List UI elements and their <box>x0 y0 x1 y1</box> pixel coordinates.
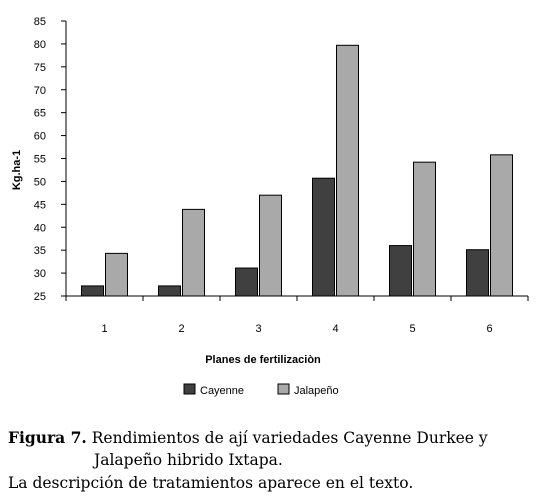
y-axis: 25 30 35 40 45 50 55 60 65 70 75 80 85 <box>34 16 67 303</box>
bar-jalapeno-1 <box>105 252 128 297</box>
y-tick-label: 35 <box>34 245 46 257</box>
bar-cayenne-5 <box>389 245 412 297</box>
y-tick-label: 30 <box>34 268 46 280</box>
y-tick-label: 80 <box>34 39 46 51</box>
bar-cayenne-4 <box>312 177 335 297</box>
figure-caption-title: Rendimientos de ají variedades Cayenne D… <box>86 429 488 447</box>
bar-jalapeno-2 <box>182 208 205 297</box>
y-axis-title: Kg.ha-1 <box>11 150 23 190</box>
bars <box>81 44 513 297</box>
y-tick-label: 65 <box>34 108 46 120</box>
x-axis-title: Planes de fertilizaciòn <box>205 354 321 366</box>
y-tick-label: 50 <box>34 176 46 188</box>
y-tick-label: 25 <box>34 291 46 303</box>
figure-caption-line-1: Figura 7. Rendimientos de ají variedades… <box>8 428 488 447</box>
legend-swatch-cayenne <box>183 383 196 395</box>
bar-cayenne-3 <box>235 267 258 297</box>
x-tick-label: 2 <box>178 323 184 335</box>
legend-swatch-jalapeno <box>277 383 290 395</box>
legend-label-jalapeno: Jalapeño <box>294 385 339 397</box>
y-tick-label: 75 <box>34 62 46 74</box>
bar-jalapeno-3 <box>259 194 282 297</box>
bar-jalapeno-6 <box>490 154 513 297</box>
x-tick-label: 6 <box>486 323 492 335</box>
bar-cayenne-2 <box>158 285 181 297</box>
y-tick-label: 45 <box>34 199 46 211</box>
x-tick-label: 4 <box>332 323 338 335</box>
y-tick-label: 55 <box>34 154 46 166</box>
x-axis: 1 2 3 4 5 6 <box>65 295 529 335</box>
y-tick-label: 70 <box>34 85 46 97</box>
y-tick-label: 85 <box>34 16 46 28</box>
y-tick-label: 60 <box>34 131 46 143</box>
figure-label: Figura 7. <box>8 428 87 447</box>
y-tick-label: 40 <box>34 222 46 234</box>
bar-jalapeno-5 <box>413 161 436 297</box>
bar-jalapeno-4 <box>336 44 359 297</box>
legend: Cayenne Jalapeño <box>183 383 339 397</box>
bar-cayenne-1 <box>81 285 104 297</box>
x-tick-label: 1 <box>101 323 107 335</box>
figure-caption-line-3: La descripción de tratamientos aparece e… <box>8 474 414 492</box>
x-tick-label: 5 <box>409 323 415 335</box>
legend-label-cayenne: Cayenne <box>200 385 244 397</box>
bar-cayenne-6 <box>466 249 489 297</box>
x-tick-label: 3 <box>255 323 261 335</box>
figure-caption-line-2: Jalapeño hibrido Ixtapa. <box>94 451 283 469</box>
